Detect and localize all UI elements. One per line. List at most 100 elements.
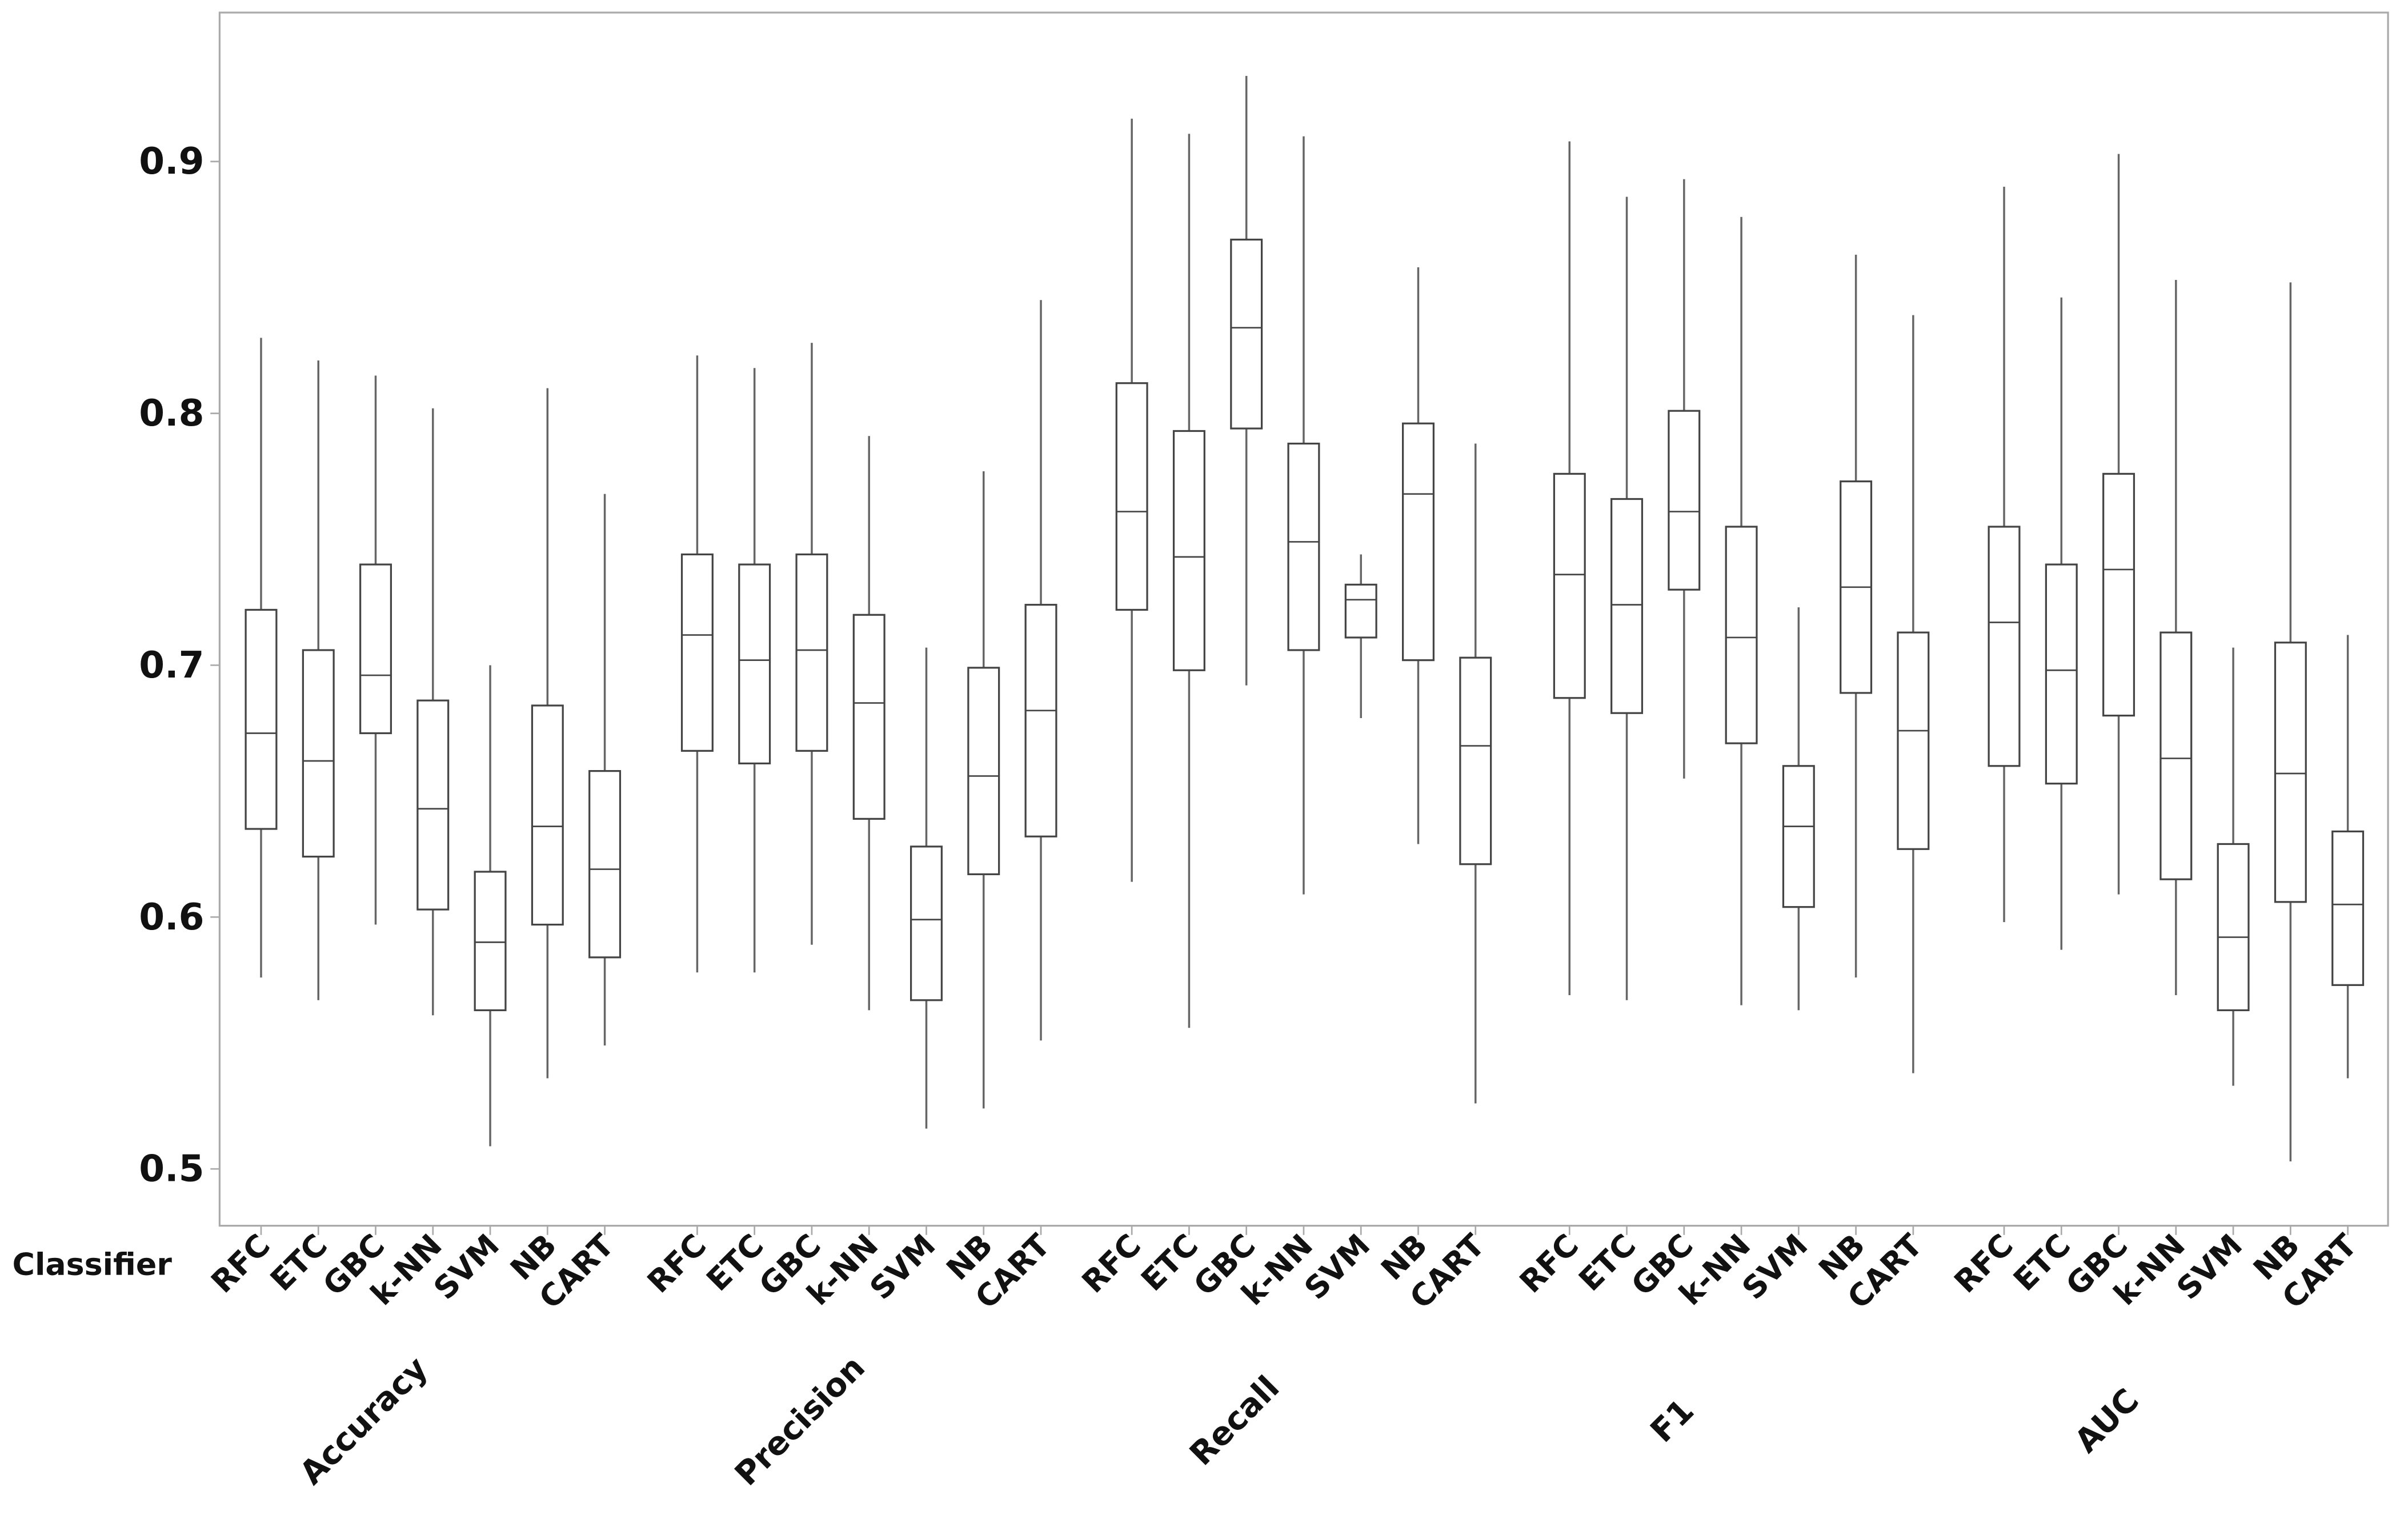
x-tick-label: RFC [1075, 1227, 1148, 1300]
group-label: Accuracy [293, 1350, 435, 1492]
group-label: AUC [2068, 1382, 2146, 1460]
iqr-box [967, 667, 1000, 875]
y-tick-label: 0.9 [139, 140, 204, 183]
iqr-box [2159, 631, 2193, 880]
iqr-box [2045, 563, 2078, 785]
group-label: Precision [728, 1349, 872, 1493]
box-gbc [2102, 154, 2135, 895]
y-tick-label: 0.8 [139, 392, 204, 435]
iqr-box [1725, 526, 1758, 744]
box-k-nn [416, 408, 450, 1016]
iqr-box [588, 770, 622, 959]
iqr-box [302, 649, 335, 858]
y-tick-label: 0.5 [139, 1148, 204, 1191]
box-group-precision [680, 300, 1057, 1129]
iqr-box [2217, 843, 2250, 1012]
y-tick-label: 0.6 [139, 896, 204, 939]
x-tick-label: SVM [1297, 1227, 1377, 1306]
x-tick-label: RFC [1513, 1227, 1586, 1300]
iqr-box [2102, 472, 2135, 717]
box-etc [302, 360, 335, 1000]
iqr-box [1782, 765, 1815, 908]
iqr-box [1610, 498, 1644, 714]
box-cart [2331, 635, 2365, 1079]
box-group-auc [1988, 154, 2365, 1161]
box-nb [531, 388, 564, 1079]
box-nb [1402, 267, 1435, 844]
iqr-box [738, 563, 771, 765]
iqr-box [1459, 656, 1492, 865]
x-tick-label: ETC [699, 1227, 770, 1298]
iqr-box [1024, 604, 1057, 837]
box-etc [1610, 197, 1644, 1000]
group-label: Recall [1183, 1369, 1287, 1473]
boxes [245, 75, 2365, 1161]
iqr-box [852, 614, 886, 820]
box-rfc [245, 338, 278, 978]
box-svm [2217, 647, 2250, 1086]
box-svm [1782, 607, 1815, 1011]
iqr-box [1897, 631, 1930, 850]
iqr-box [2274, 642, 2307, 903]
x-tick-label: RFC [640, 1227, 714, 1300]
box-cart [588, 494, 622, 1046]
iqr-box [531, 704, 564, 926]
x-axis-label: Classifier [13, 1247, 173, 1282]
box-rfc [680, 355, 714, 973]
box-gbc [1230, 75, 1263, 686]
iqr-box [1988, 526, 2021, 767]
x-tick-label: SVM [427, 1227, 506, 1306]
box-etc [1172, 134, 1205, 1028]
x-tick-label: RFC [1947, 1227, 2020, 1300]
box-etc [738, 368, 771, 973]
box-k-nn [852, 436, 886, 1011]
y-axis: 0.5 0.6 0.7 0.8 0.9 [139, 140, 220, 1191]
box-nb [1840, 254, 1873, 978]
iqr-box [416, 699, 450, 911]
iqr-box [1230, 238, 1263, 430]
iqr-box [1287, 442, 1320, 651]
iqr-box [2331, 830, 2365, 986]
iqr-box [245, 608, 278, 830]
x-tick-label: ETC [1572, 1227, 1642, 1298]
x-tick-label: ETC [2006, 1227, 2077, 1298]
box-nb [2274, 282, 2307, 1161]
box-gbc [359, 375, 392, 925]
box-svm [474, 665, 507, 1147]
box-etc [2045, 297, 2078, 950]
x-tick-label: ETC [1134, 1227, 1205, 1298]
box-group-f1 [1553, 141, 1930, 1073]
iqr-box [1172, 430, 1205, 671]
iqr-box [1553, 472, 1586, 699]
x-axis: RFCETCGBCk-NNSVMNBCARTAccuracyRFCETCGBCk… [204, 1225, 2364, 1493]
box-rfc [1115, 118, 1148, 882]
box-k-nn [1287, 136, 1320, 895]
group-label: F1 [1644, 1392, 1701, 1450]
box-k-nn [2159, 279, 2193, 995]
box-cart [1459, 443, 1492, 1104]
box-group-recall [1115, 75, 1492, 1104]
iqr-box [909, 845, 943, 1001]
iqr-box [795, 553, 828, 752]
box-svm [1344, 554, 1377, 719]
box-group-accuracy [245, 338, 622, 1147]
box-cart [1024, 300, 1057, 1041]
iqr-box [359, 563, 392, 735]
iqr-box [1402, 422, 1435, 662]
iqr-box [1115, 382, 1148, 611]
box-rfc [1553, 141, 1586, 995]
box-svm [909, 647, 943, 1129]
iqr-box [680, 553, 714, 752]
box-rfc [1988, 186, 2021, 923]
x-tick-label: SVM [863, 1227, 942, 1306]
x-tick-label: SVM [1735, 1227, 1814, 1306]
box-gbc [795, 343, 828, 945]
x-tick-label: SVM [2170, 1227, 2249, 1306]
x-tick-label: RFC [204, 1227, 277, 1300]
iqr-box [1668, 410, 1701, 591]
y-tick-label: 0.7 [139, 644, 204, 687]
x-tick-label: ETC [263, 1227, 334, 1298]
box-gbc [1668, 179, 1701, 779]
iqr-box [474, 871, 507, 1012]
